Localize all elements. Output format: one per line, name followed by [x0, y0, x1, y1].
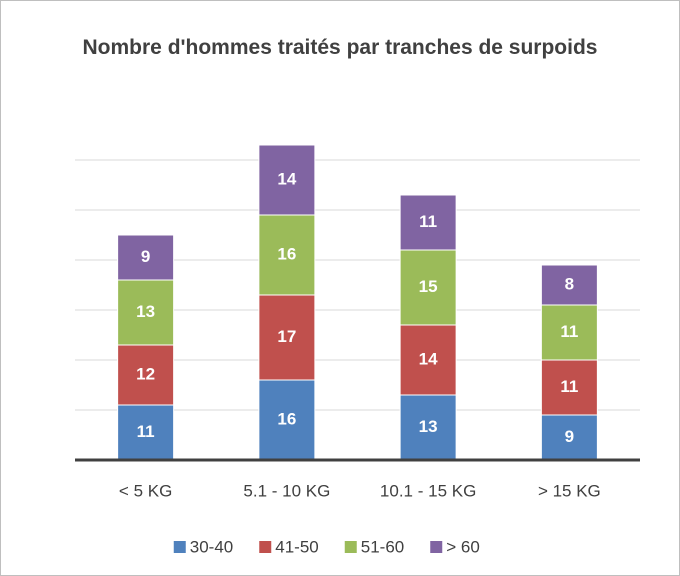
data-label: 11: [560, 377, 578, 396]
legend-label: 41-50: [275, 537, 318, 556]
bar-segment: [258, 294, 316, 381]
x-tick-label: > 15 KG: [538, 481, 601, 500]
bar-segment: [258, 144, 316, 216]
bar-segment: [540, 304, 598, 361]
data-label: 17: [277, 327, 296, 346]
bar-segment: [117, 344, 175, 406]
bar-segment: [258, 379, 316, 461]
chart-title: Nombre d'hommes traités par tranches de …: [82, 36, 598, 59]
data-label: 14: [277, 169, 296, 188]
data-label: 16: [277, 244, 296, 263]
bar-segment: [540, 264, 598, 306]
legend-label: > 60: [446, 537, 480, 556]
legend-label: 30-40: [190, 537, 233, 556]
bar-segment: [399, 324, 457, 396]
data-label: 15: [419, 277, 438, 296]
data-label: 9: [565, 427, 574, 446]
data-label: 13: [136, 302, 155, 321]
x-tick-label: < 5 KG: [119, 481, 172, 500]
data-label: 11: [137, 422, 155, 441]
bar-segment: [117, 404, 175, 461]
data-label: 9: [141, 247, 150, 266]
bar-segment: [258, 214, 316, 296]
bar-segment: [399, 249, 457, 326]
data-label: 12: [136, 364, 155, 383]
data-label: 16: [277, 409, 296, 428]
legend-swatch: [259, 541, 272, 553]
bar-segment: [117, 279, 175, 346]
data-label: 8: [565, 274, 574, 293]
legend-swatch: [430, 541, 443, 553]
legend-swatch: [173, 541, 186, 553]
legend-label: 51-60: [361, 537, 404, 556]
x-tick-label: 5.1 - 10 KG: [243, 481, 330, 500]
data-label: 13: [419, 417, 438, 436]
bar-segment: [117, 234, 175, 281]
legend-swatch: [344, 541, 357, 553]
x-tick-label: 10.1 - 15 KG: [380, 481, 476, 500]
bar-segment: [399, 394, 457, 461]
bar-segment: [540, 359, 598, 416]
bar-segment: [399, 194, 457, 251]
data-label: 11: [560, 322, 578, 341]
bar-segment: [540, 414, 598, 461]
data-label: 14: [419, 349, 438, 368]
data-label: 11: [419, 212, 437, 231]
